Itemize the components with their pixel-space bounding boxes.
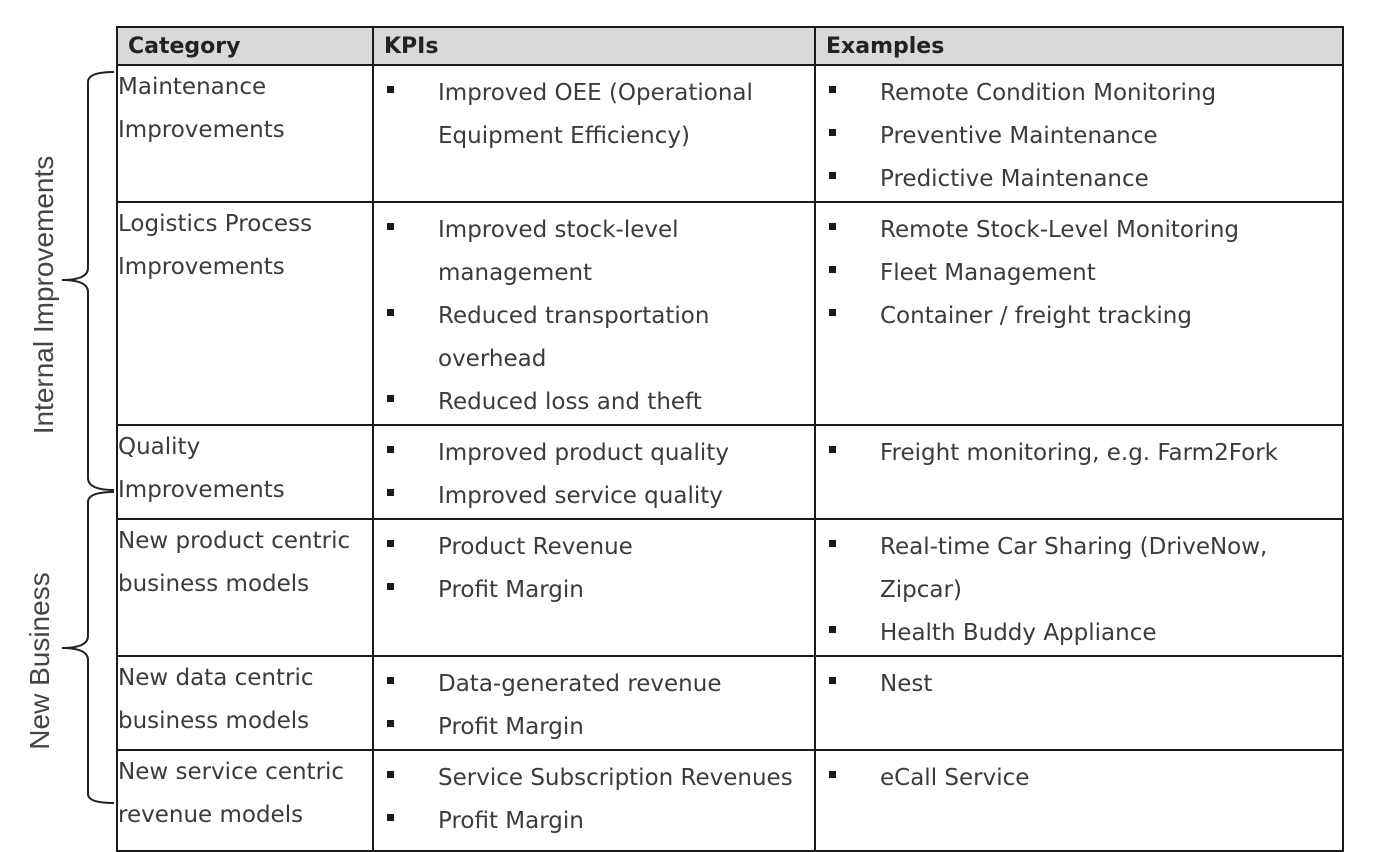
kpi-item: Reduced loss and theft	[384, 381, 804, 424]
kpi-list: Service Subscription Revenues Profit Marg…	[374, 751, 814, 843]
table-header-row: Category KPIs Examples	[116, 26, 1344, 66]
group-brackets	[61, 71, 115, 804]
table-row: Quality Improvements Improved product qua…	[116, 424, 1344, 520]
kpi-cell: Improved OEE (Operational Equipment Effi…	[372, 64, 816, 203]
kpi-cell: Data-generated revenue Profit Margin	[372, 655, 816, 751]
example-item: Remote Stock-Level Monitoring	[826, 209, 1332, 252]
kpi-cell: Improved product quality Improved service…	[372, 424, 816, 520]
table-row: New data centric business models Data-gen…	[116, 655, 1344, 751]
kpi-item: Improved stock-level management	[384, 209, 804, 295]
example-item: Nest	[826, 663, 1332, 706]
example-cell: eCall Service	[814, 749, 1344, 852]
kpi-cell: Improved stock-level management Reduced t…	[372, 201, 816, 426]
category-cell: New product centric business models	[116, 518, 374, 657]
table-row: New service centric revenue models Servic…	[116, 749, 1344, 852]
kpi-item: Profit Margin	[384, 706, 804, 749]
table-row: Maintenance Improvements Improved OEE (Op…	[116, 64, 1344, 203]
kpi-item: Improved OEE (Operational Equipment Effi…	[384, 72, 804, 158]
example-list: eCall Service	[816, 751, 1342, 800]
kpi-item: Product Revenue	[384, 526, 804, 569]
category-cell: New data centric business models	[116, 655, 374, 751]
example-item: Container / freight tracking	[826, 295, 1332, 338]
kpi-cell: Service Subscription Revenues Profit Marg…	[372, 749, 816, 852]
kpi-list: Data-generated revenue Profit Margin	[374, 657, 814, 749]
kpi-item: Profit Margin	[384, 569, 804, 612]
example-cell: Real-time Car Sharing (DriveNow, Zipcar)…	[814, 518, 1344, 657]
example-list: Real-time Car Sharing (DriveNow, Zipcar)…	[816, 520, 1342, 655]
table-row: New product centric business models Produ…	[116, 518, 1344, 657]
kpi-list: Improved stock-level management Reduced t…	[374, 203, 814, 424]
kpi-list: Improved product quality Improved service…	[374, 426, 814, 518]
example-list: Remote Condition Monitoring Preventive Ma…	[816, 66, 1342, 201]
example-item: Preventive Maintenance	[826, 115, 1332, 158]
kpi-list: Product Revenue Profit Margin	[374, 520, 814, 612]
header-examples: Examples	[814, 26, 1344, 66]
kpi-item: Reduced transportation overhead	[384, 295, 804, 381]
example-item: Freight monitoring, e.g. Farm2Fork	[826, 432, 1332, 475]
kpi-item: Improved product quality	[384, 432, 804, 475]
example-cell: Freight monitoring, e.g. Farm2Fork	[814, 424, 1344, 520]
kpi-list: Improved OEE (Operational Equipment Effi…	[374, 66, 814, 158]
kpi-item: Data-generated revenue	[384, 663, 804, 706]
category-cell: Quality Improvements	[116, 424, 374, 520]
category-cell: Logistics Process Improvements	[116, 201, 374, 426]
example-item: Predictive Maintenance	[826, 158, 1332, 201]
example-item: Real-time Car Sharing (DriveNow, Zipcar)	[826, 526, 1332, 612]
header-category: Category	[116, 26, 374, 66]
bracket-new-business	[61, 491, 115, 804]
example-cell: Nest	[814, 655, 1344, 751]
category-cell: New service centric revenue models	[116, 749, 374, 852]
kpi-item: Service Subscription Revenues	[384, 757, 804, 800]
example-item: Fleet Management	[826, 252, 1332, 295]
example-list: Freight monitoring, e.g. Farm2Fork	[816, 426, 1342, 475]
kpi-cell: Product Revenue Profit Margin	[372, 518, 816, 657]
example-list: Remote Stock-Level Monitoring Fleet Manag…	[816, 203, 1342, 338]
bracket-internal-improvements	[61, 71, 115, 491]
kpi-item: Profit Margin	[384, 800, 804, 843]
kpi-table: Category KPIs Examples Maintenance Impro…	[116, 26, 1344, 852]
example-cell: Remote Stock-Level Monitoring Fleet Manag…	[814, 201, 1344, 426]
example-item: Remote Condition Monitoring	[826, 72, 1332, 115]
example-list: Nest	[816, 657, 1342, 706]
example-item: Health Buddy Appliance	[826, 612, 1332, 655]
example-cell: Remote Condition Monitoring Preventive Ma…	[814, 64, 1344, 203]
header-kpis: KPIs	[372, 26, 816, 66]
example-item: eCall Service	[826, 757, 1332, 800]
category-cell: Maintenance Improvements	[116, 64, 374, 203]
table-row: Logistics Process Improvements Improved s…	[116, 201, 1344, 426]
kpi-item: Improved service quality	[384, 475, 804, 518]
